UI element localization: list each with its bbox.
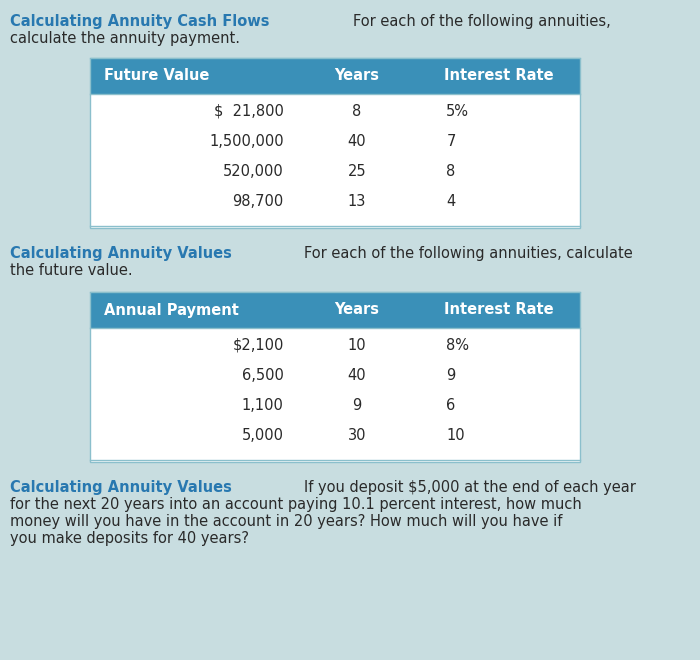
Text: 1,100: 1,100: [242, 397, 284, 412]
Bar: [90, 292, 580, 328]
Text: 6: 6: [447, 397, 456, 412]
Text: $  21,800: $ 21,800: [214, 104, 284, 119]
Text: 9: 9: [352, 397, 362, 412]
Text: 13: 13: [348, 193, 366, 209]
Text: calculate the annuity payment.: calculate the annuity payment.: [10, 31, 240, 46]
Text: Calculating Annuity Values: Calculating Annuity Values: [10, 246, 232, 261]
Bar: [90, 94, 580, 228]
Text: Calculating Annuity Cash Flows: Calculating Annuity Cash Flows: [10, 14, 270, 29]
Text: 10: 10: [447, 428, 465, 442]
Text: 8: 8: [352, 104, 362, 119]
Text: 25: 25: [348, 164, 366, 178]
Text: 10: 10: [348, 337, 366, 352]
Text: 6,500: 6,500: [242, 368, 284, 383]
Text: Future Value: Future Value: [104, 69, 209, 84]
Text: 7: 7: [447, 133, 456, 149]
Text: Years: Years: [335, 69, 379, 84]
Bar: [90, 58, 580, 228]
Text: 5,000: 5,000: [241, 428, 284, 442]
Text: 40: 40: [348, 133, 366, 149]
Text: 30: 30: [348, 428, 366, 442]
Text: 9: 9: [447, 368, 456, 383]
Text: the future value.: the future value.: [10, 263, 132, 278]
Text: 98,700: 98,700: [232, 193, 284, 209]
Bar: [90, 292, 580, 462]
Text: Years: Years: [335, 302, 379, 317]
Text: 8%: 8%: [447, 337, 469, 352]
Text: Calculating Annuity Values: Calculating Annuity Values: [10, 480, 232, 495]
Text: 4: 4: [447, 193, 456, 209]
Bar: [90, 58, 580, 94]
Text: money will you have in the account in 20 years? How much will you have if: money will you have in the account in 20…: [10, 514, 562, 529]
Text: 5%: 5%: [447, 104, 469, 119]
Text: 520,000: 520,000: [223, 164, 284, 178]
Text: 1,500,000: 1,500,000: [209, 133, 284, 149]
Text: 8: 8: [447, 164, 456, 178]
Text: If you deposit $5,000 at the end of each year: If you deposit $5,000 at the end of each…: [304, 480, 636, 495]
Text: you make deposits for 40 years?: you make deposits for 40 years?: [10, 531, 249, 546]
Text: Annual Payment: Annual Payment: [104, 302, 239, 317]
Text: For each of the following annuities, calculate: For each of the following annuities, cal…: [304, 246, 633, 261]
Text: For each of the following annuities,: For each of the following annuities,: [353, 14, 610, 29]
Text: Interest Rate: Interest Rate: [444, 69, 554, 84]
Text: Interest Rate: Interest Rate: [444, 302, 554, 317]
Text: $2,100: $2,100: [232, 337, 284, 352]
Text: 40: 40: [348, 368, 366, 383]
Text: for the next 20 years into an account paying 10.1 percent interest, how much: for the next 20 years into an account pa…: [10, 497, 582, 512]
Bar: [90, 328, 580, 462]
